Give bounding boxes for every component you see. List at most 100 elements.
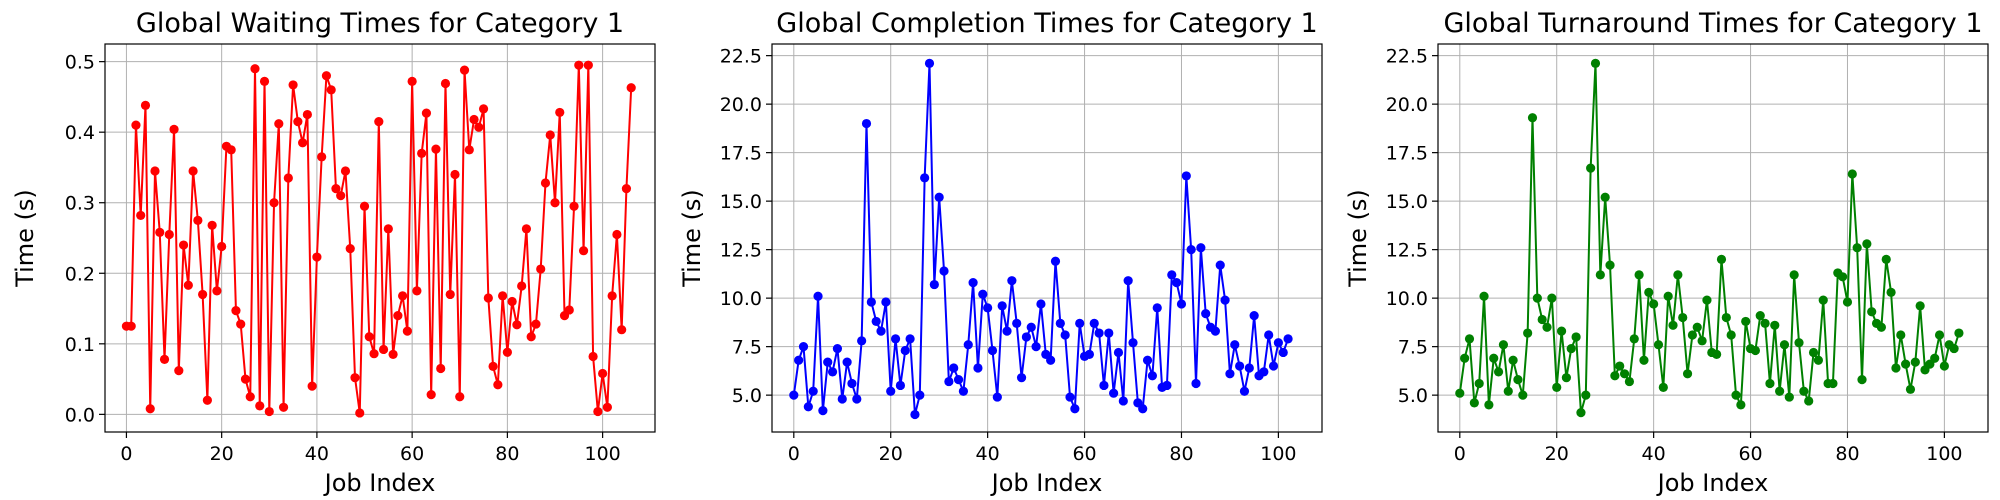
data-point [1576,408,1586,418]
data-point [145,404,155,414]
data-point [1808,347,1819,358]
data-point [398,291,408,301]
data-point [383,224,393,234]
data-point [832,343,843,354]
y-tick-label: 5.0 [732,385,762,407]
data-point [612,229,622,240]
x-tick-label: 80 [1835,443,1859,465]
data-point [159,354,170,364]
data-point [1215,260,1225,270]
data-point [1278,347,1288,358]
data-point [198,289,208,300]
x-axis-label: Job Index [990,469,1103,497]
x-tick-label: 100 [1926,443,1962,465]
data-point [823,357,833,367]
data-point [588,351,598,362]
data-point [1186,245,1196,255]
data-point [193,215,203,225]
data-point [402,326,412,336]
data-point [169,124,179,134]
data-point [493,380,503,390]
data-point [412,286,422,296]
y-tick-label: 0.1 [65,334,95,356]
data-point [1581,390,1591,400]
data-point [326,85,336,95]
data-point [1046,355,1056,365]
data-point [1644,287,1654,297]
data-point [886,386,896,396]
data-point [417,148,427,158]
data-point [837,394,847,404]
data-point [1239,386,1250,396]
data-point [174,366,184,376]
data-point [1181,171,1191,181]
data-point [217,241,227,252]
data-point [978,289,988,299]
x-tick-label: 80 [495,443,519,465]
data-point [593,406,603,417]
data-point [1031,342,1041,352]
data-point [1012,318,1022,328]
data-point [131,120,141,130]
data-point [1663,291,1673,301]
chart-title: Global Completion Times for Category 1 [776,8,1317,39]
y-tick-label: 20.0 [1386,94,1428,116]
data-point [1479,291,1489,301]
y-tick-label: 7.5 [1398,337,1428,359]
data-point [1590,58,1601,68]
data-point [939,266,949,276]
data-point [1094,328,1104,338]
data-point [1104,328,1114,338]
data-point [1220,295,1230,305]
data-point [944,376,954,387]
data-point [1910,357,1920,367]
data-point [1678,312,1688,323]
data-point [958,386,969,396]
data-point [355,408,365,418]
data-point [245,392,255,402]
data-point [1619,369,1630,379]
data-point [1765,378,1775,389]
data-point [274,119,284,129]
data-point [298,138,308,148]
data-point [1474,378,1484,389]
data-point [1852,243,1862,253]
data-point [426,390,436,400]
data-point [1799,386,1809,396]
y-tick-label: 10.0 [720,288,762,310]
data-point [1731,390,1741,400]
data-point [607,291,617,301]
data-point [1586,163,1596,173]
data-point [1896,330,1906,340]
x-axis-label: Job Index [1656,469,1769,497]
data-point [997,301,1007,311]
data-point [583,60,593,70]
data-point [1055,318,1065,328]
data-point [1901,359,1911,369]
data-point [1726,330,1736,340]
data-point [1770,320,1780,330]
data-point [900,345,910,356]
data-point [450,169,460,180]
data-point [1537,314,1547,325]
data-point [388,349,398,359]
data-point [1697,336,1707,346]
data-point [963,340,973,350]
plot-frame [771,43,1323,433]
data-point [1755,311,1765,321]
data-point [1692,322,1702,332]
data-point [531,319,541,329]
data-point [550,198,560,208]
data-point [842,357,852,367]
data-point [1264,330,1274,340]
data-point [1915,301,1925,311]
data-point [236,319,246,329]
data-point [312,252,322,262]
data-point [1571,332,1581,342]
data-point [269,198,279,208]
x-tick-label: 0 [788,443,800,465]
data-point [983,303,993,313]
x-tick-label: 100 [584,443,620,465]
data-point [1653,340,1664,350]
